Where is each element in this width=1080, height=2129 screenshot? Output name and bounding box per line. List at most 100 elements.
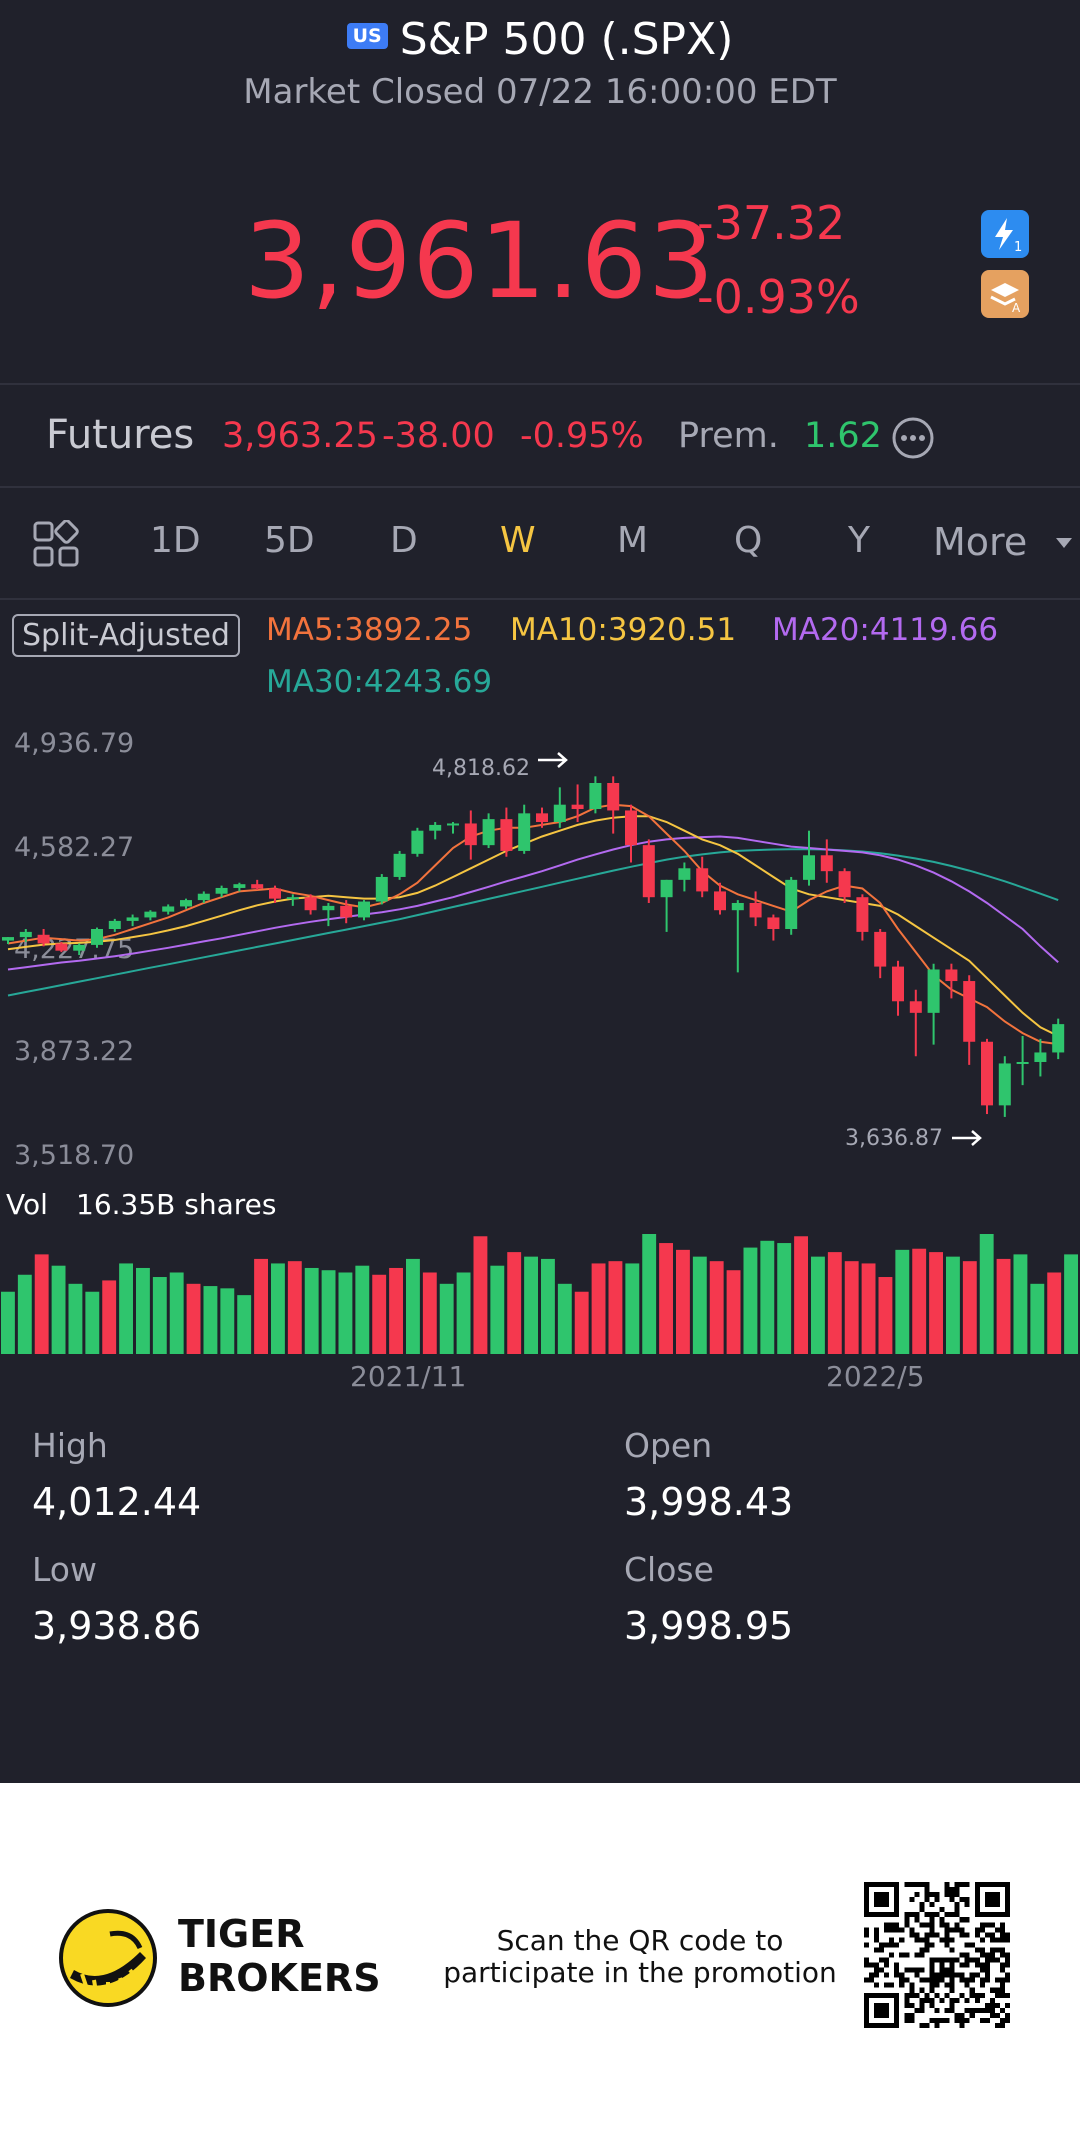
high-annotation: 4,818.62	[432, 756, 530, 781]
volume-bar	[422, 1272, 437, 1354]
candle	[696, 856, 709, 898]
volume-bar	[895, 1249, 910, 1354]
futures-label: Futures	[46, 412, 195, 458]
volume-bar	[811, 1256, 825, 1354]
volume-bar	[169, 1272, 184, 1354]
candle	[838, 868, 851, 903]
candlestick-chart[interactable]	[0, 700, 1080, 1160]
ma5-label: MA5:3892.25	[266, 612, 473, 648]
candle	[749, 891, 762, 927]
volume-bar	[574, 1291, 589, 1354]
candle	[2, 937, 14, 945]
candle	[91, 927, 103, 948]
candle	[874, 929, 887, 979]
volume-bar	[85, 1291, 100, 1354]
ma10-line	[7, 815, 1059, 1037]
volume-bar	[439, 1283, 454, 1354]
candle	[625, 804, 637, 863]
lightning-icon[interactable]: 1	[981, 210, 1029, 258]
divider	[0, 486, 1080, 488]
ma30-line	[7, 848, 1059, 997]
tab-5d[interactable]: 5D	[264, 520, 315, 561]
volume-bar	[1030, 1283, 1045, 1354]
tiger-logo	[58, 1908, 158, 2012]
tab-d[interactable]: D	[390, 520, 418, 561]
tab-w[interactable]: W	[500, 520, 536, 561]
candle	[1016, 1035, 1029, 1086]
brand-line: TIGER	[178, 1912, 305, 1956]
volume-bar	[119, 1263, 133, 1354]
layout-grid-icon[interactable]	[32, 519, 80, 572]
candle	[286, 894, 299, 906]
volume-bar	[608, 1261, 623, 1354]
candle	[500, 807, 513, 857]
brand-line: BROKERS	[178, 1956, 381, 2000]
premium-label: Prem.	[678, 416, 779, 456]
low-value: 3,938.86	[32, 1604, 202, 1648]
split-adjusted-toggle[interactable]: Split-Adjusted	[12, 614, 240, 657]
chevron-down-icon[interactable]	[1054, 535, 1074, 554]
volume-bar	[406, 1258, 420, 1354]
ma5-line	[7, 803, 1059, 1046]
arrow-right-icon	[950, 1128, 984, 1152]
candle	[909, 989, 922, 1057]
volume-bar	[304, 1267, 319, 1354]
more-options-icon[interactable]	[891, 416, 935, 464]
futures-price: 3,963.25	[222, 416, 378, 456]
volume-bar	[490, 1265, 505, 1354]
candle	[108, 918, 121, 932]
volume-bar	[659, 1243, 673, 1354]
candle	[393, 850, 406, 880]
market-badge: US	[346, 23, 388, 49]
volume-bar	[1013, 1254, 1028, 1354]
candle	[963, 975, 976, 1065]
price-change: -37.32	[697, 196, 846, 250]
tab-1d[interactable]: 1D	[150, 520, 201, 561]
arrow-right-icon	[536, 750, 570, 774]
open-value: 3,998.43	[624, 1480, 794, 1524]
layers-icon[interactable]: A	[981, 270, 1029, 318]
volume-bar	[51, 1265, 66, 1354]
low-label: Low	[32, 1550, 97, 1589]
y-tick-label: 4,936.79	[14, 728, 135, 759]
volume-bar	[456, 1272, 471, 1354]
candle	[340, 900, 353, 924]
quote-screen	[0, 0, 1080, 1783]
promo-text: Scan the QR code to participate in the p…	[440, 1925, 840, 1989]
candle	[981, 1038, 993, 1115]
volume-bar	[979, 1234, 994, 1354]
price-change-pct: -0.93%	[697, 270, 860, 324]
candle	[803, 830, 815, 886]
volume-bar	[17, 1274, 32, 1354]
tab-m[interactable]: M	[617, 520, 649, 561]
tab-q[interactable]: Q	[734, 520, 763, 561]
volume-bar	[102, 1280, 117, 1354]
volume-bar	[271, 1263, 285, 1354]
low-annotation: 3,636.87	[845, 1126, 943, 1151]
x-tick-label: 2022/5	[826, 1360, 925, 1393]
volume-bar	[389, 1267, 403, 1354]
candle	[642, 839, 655, 903]
candle	[1052, 1018, 1065, 1060]
tab-more[interactable]: More	[933, 520, 1028, 564]
futures-change: -38.00	[382, 416, 495, 456]
candle	[375, 874, 388, 905]
candle	[411, 827, 424, 857]
volume-bar	[136, 1267, 150, 1354]
candle	[945, 963, 958, 999]
volume-bar	[321, 1270, 336, 1354]
volume-bar	[878, 1277, 893, 1354]
candle	[856, 894, 869, 941]
candle	[144, 910, 157, 921]
candle	[927, 963, 940, 1045]
candle	[37, 929, 50, 947]
futures-change-pct: -0.95%	[520, 416, 644, 456]
volume-bar	[237, 1295, 252, 1354]
volume-bar	[338, 1272, 353, 1354]
tab-y[interactable]: Y	[848, 520, 870, 561]
candle	[536, 807, 548, 828]
volume-chart[interactable]	[0, 1228, 1080, 1354]
close-value: 3,998.95	[624, 1604, 794, 1648]
candle	[447, 822, 459, 834]
ma30-label: MA30:4243.69	[266, 664, 493, 700]
